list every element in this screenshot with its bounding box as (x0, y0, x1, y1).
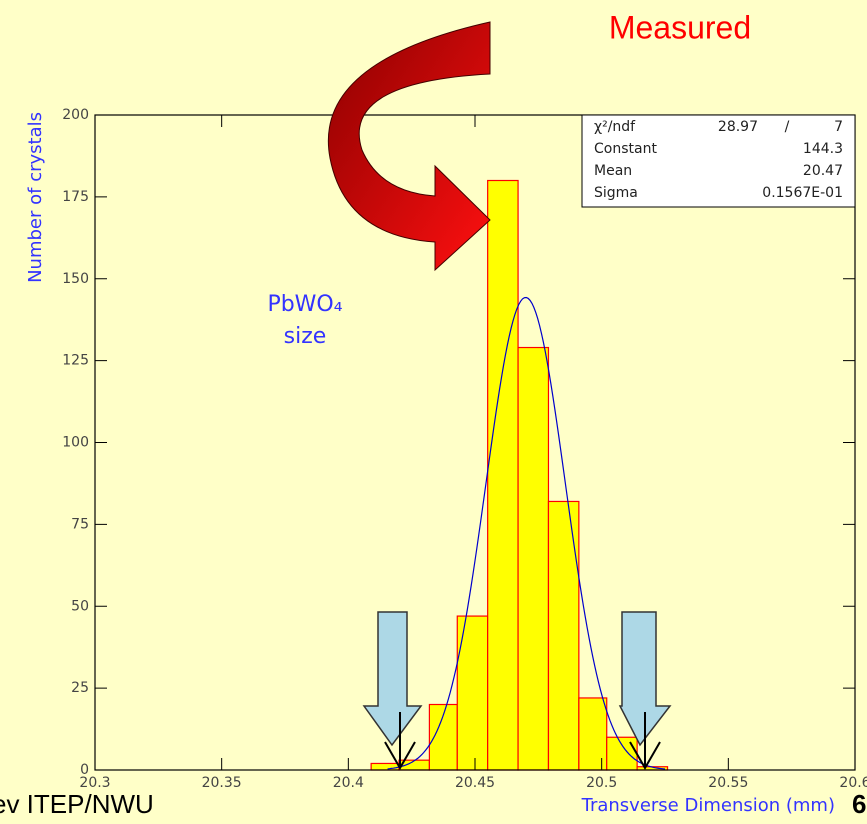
y-tick-label: 100 (62, 435, 89, 451)
stat-label: Sigma (594, 185, 638, 201)
x-tick-label: 20.55 (708, 775, 748, 791)
y-tick-label: 125 (62, 353, 89, 369)
stats-box (581, 114, 856, 208)
stat-value: 144.3 (803, 141, 843, 157)
x-tick-label: 20.3 (79, 775, 110, 791)
bar (517, 346, 550, 771)
stat-value: 28.97 (718, 119, 758, 135)
y-axis-label: Number of crystals (25, 112, 46, 283)
red-arrow (327, 21, 491, 272)
stat-label: Constant (594, 141, 657, 157)
y-tick-label: 0 (80, 762, 89, 778)
y-tick-label: 150 (62, 271, 89, 287)
stat-value: 0.1567E-01 (762, 185, 843, 201)
stat-label: χ²/ndf (594, 119, 636, 135)
black-arrow (384, 712, 661, 771)
x-tick-label: 20.45 (455, 775, 495, 791)
y-tick-label: 75 (71, 516, 89, 532)
bar (578, 697, 608, 771)
fit-curve (387, 296, 666, 770)
y-tick-label: 25 (71, 680, 89, 696)
stat-label: Mean (594, 163, 632, 179)
stat-value: 20.47 (803, 163, 843, 179)
x-tick-label: 20.6 (839, 775, 867, 791)
bar (547, 500, 580, 771)
plot: 20.3 20.35 20.4 20.45 20.5 20.55 20.6 0 25 50 75 10… (25, 107, 867, 816)
x-tick-label: 20.5 (586, 775, 617, 791)
footer: ev ITEP/NWU (0, 789, 154, 819)
title: Measured (609, 9, 751, 45)
y-tick-label: 175 (62, 189, 89, 205)
annotation: size (284, 324, 327, 349)
bar (487, 179, 519, 771)
annotation: PbWO₄ (267, 292, 342, 317)
y-tick-label: 200 (62, 107, 89, 123)
x-tick-label: 20.35 (202, 775, 242, 791)
blue-arrow (362, 611, 672, 747)
bar (370, 762, 400, 771)
y-tick-label: 50 (71, 598, 89, 614)
stat-separator: / (785, 119, 790, 135)
x-axis-label: Transverse Dimension (mm) (581, 795, 835, 816)
page-number: 6 (852, 789, 866, 819)
x-tick-label: 20.4 (333, 775, 364, 791)
stat-ndf: 7 (834, 119, 843, 135)
bar (606, 736, 638, 771)
